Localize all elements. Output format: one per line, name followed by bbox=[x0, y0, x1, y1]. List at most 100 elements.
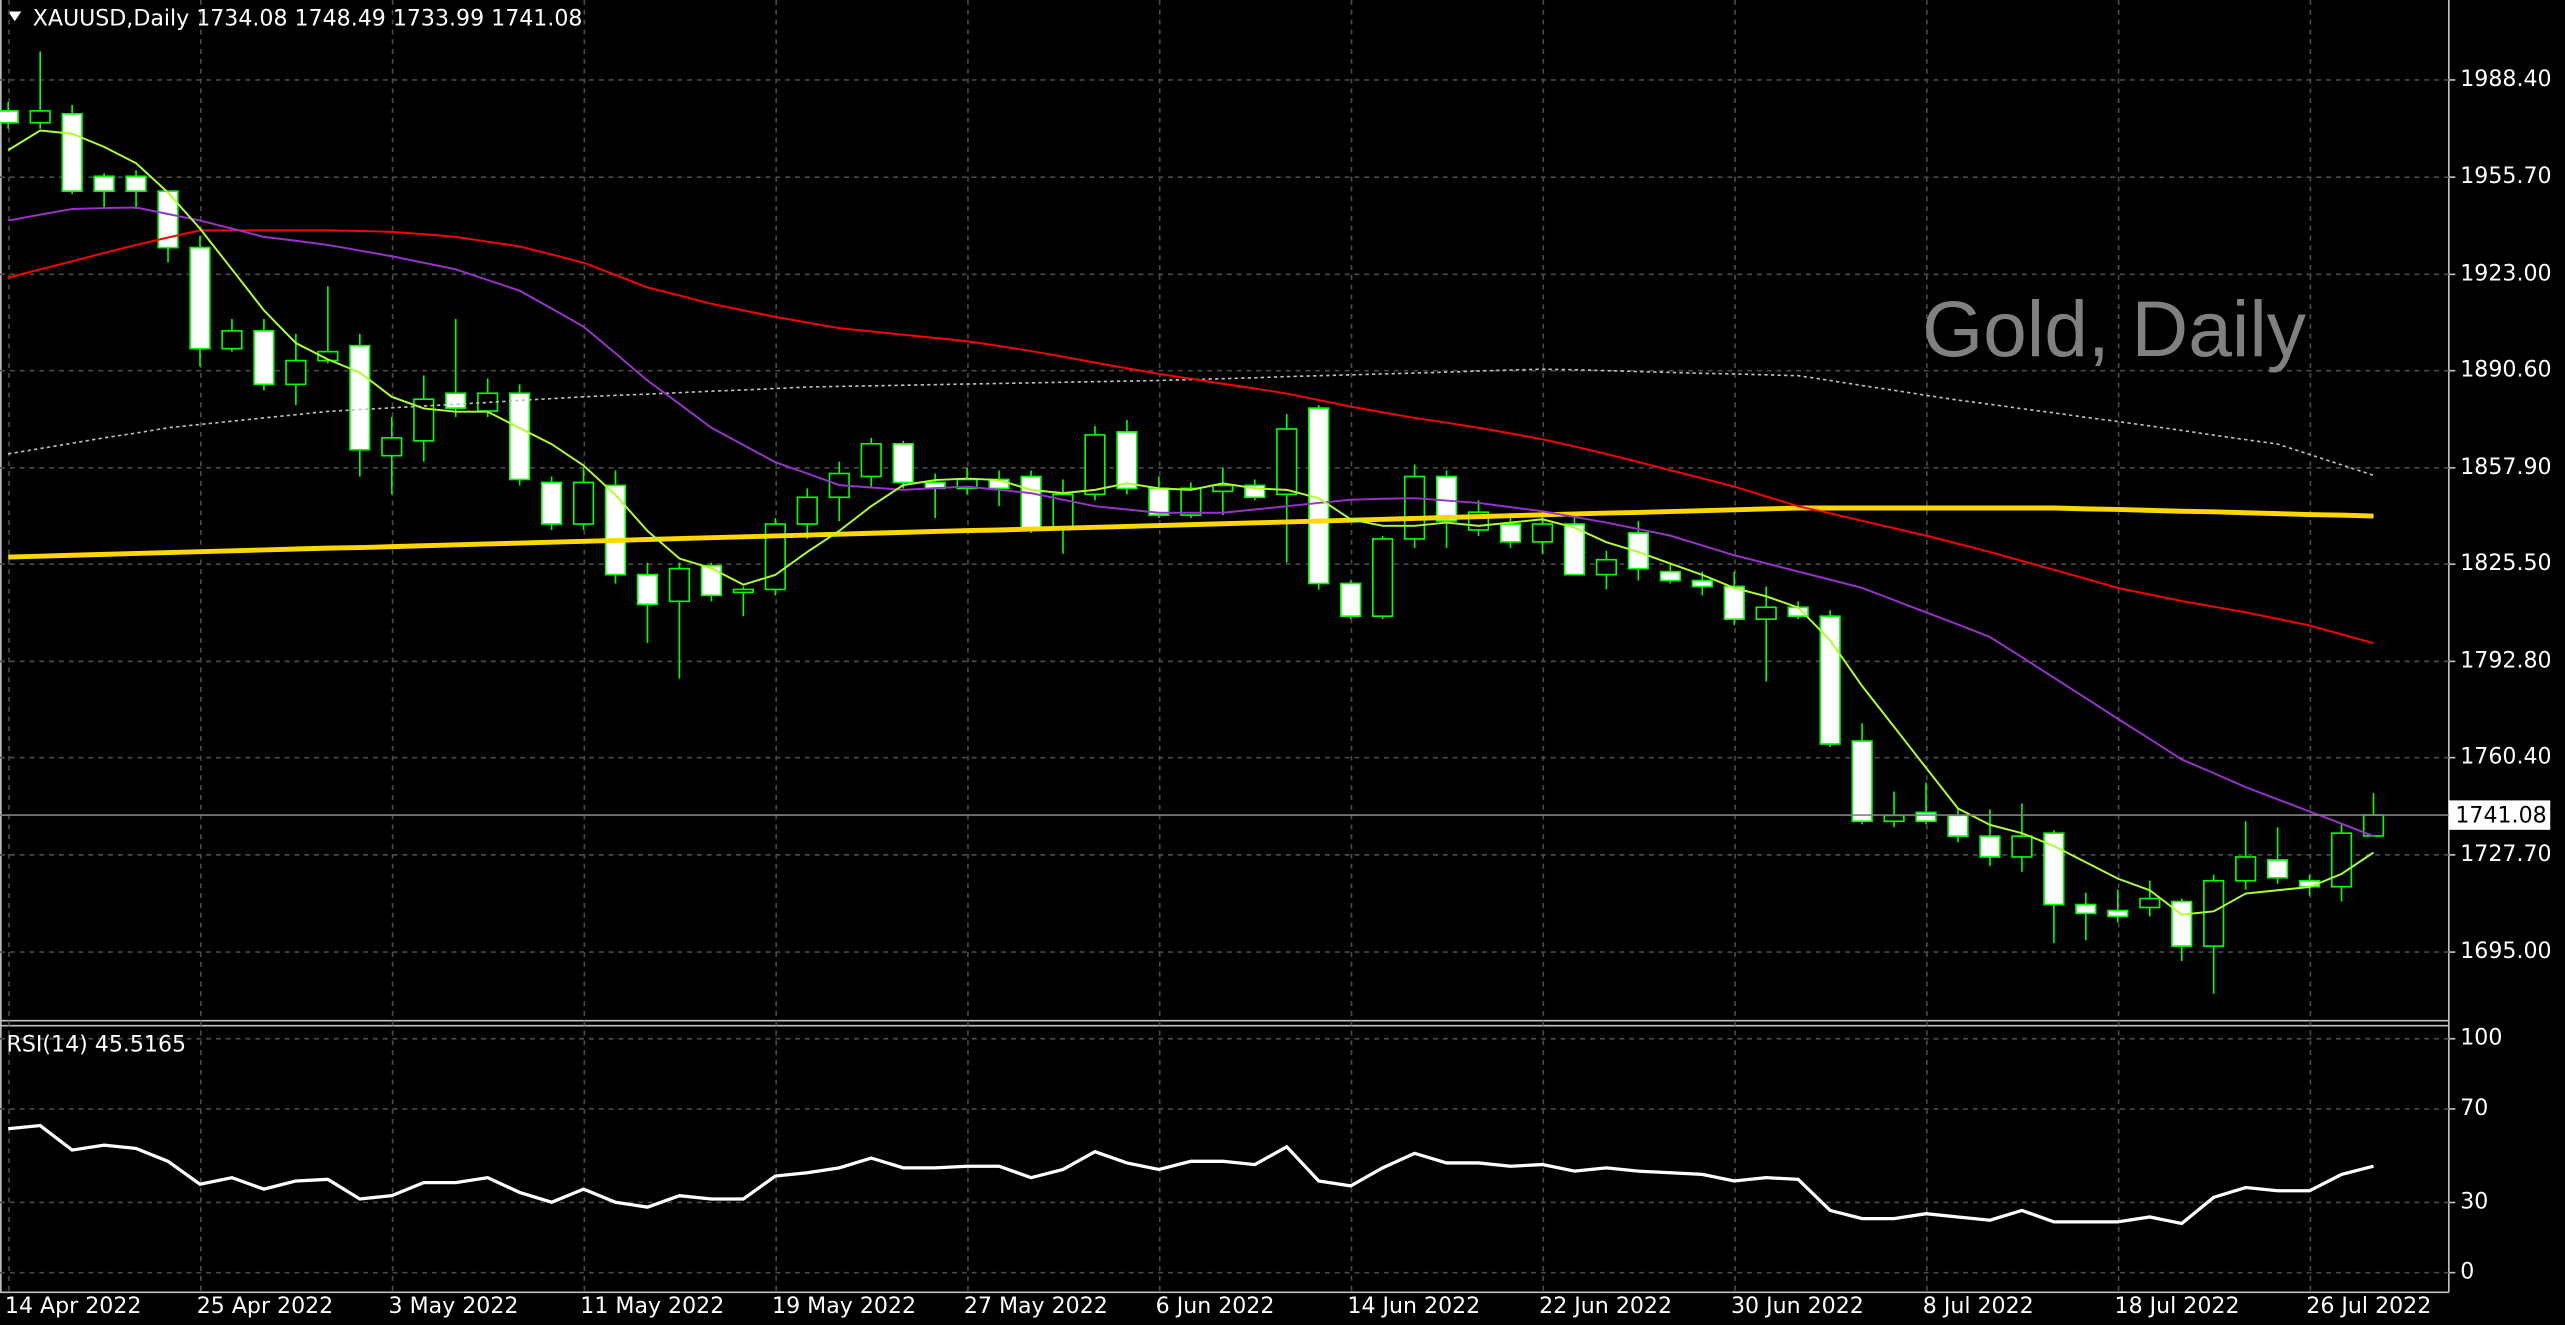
candle-body bbox=[349, 344, 371, 451]
watermark: Gold, Daily bbox=[1922, 285, 2307, 373]
y-tick-label: 1955.70 bbox=[2460, 164, 2551, 189]
moving-average-line bbox=[8, 505, 2374, 560]
rsi-line bbox=[8, 1123, 2374, 1226]
candle-body bbox=[1883, 814, 1905, 823]
moving-average-line bbox=[7, 129, 2375, 916]
candle-body bbox=[1403, 475, 1426, 540]
candle-body bbox=[2075, 903, 2097, 915]
candle-body bbox=[508, 392, 531, 481]
candle-body bbox=[1851, 740, 1873, 823]
candle-body bbox=[668, 567, 691, 603]
candle-body bbox=[1340, 582, 1362, 618]
candle-body bbox=[0, 110, 19, 124]
candle-body bbox=[572, 481, 595, 525]
x-tick-label: 19 May 2022 bbox=[772, 1294, 916, 1319]
x-tick-label: 14 Apr 2022 bbox=[5, 1294, 142, 1319]
candle-body bbox=[1180, 487, 1202, 516]
candle-body bbox=[1595, 558, 1618, 576]
candle-body bbox=[93, 175, 115, 192]
y-tick-label: 1890.60 bbox=[2460, 358, 2551, 383]
candle-body bbox=[1435, 475, 1458, 522]
candle-body bbox=[1979, 835, 2001, 858]
moving-average-line bbox=[7, 229, 2374, 645]
candle-body bbox=[1627, 532, 1649, 570]
x-tick-label: 22 Jun 2022 bbox=[1539, 1294, 1672, 1319]
candle-body bbox=[285, 359, 307, 386]
candle-body bbox=[381, 437, 403, 457]
candle-body bbox=[636, 573, 659, 606]
menu-triangle[interactable] bbox=[8, 11, 22, 22]
x-tick-label: 18 Jul 2022 bbox=[2115, 1294, 2240, 1319]
current-price-tag bbox=[2448, 800, 2551, 830]
x-tick-label: 27 May 2022 bbox=[964, 1294, 1108, 1319]
candle-body bbox=[61, 113, 83, 192]
candle-body bbox=[1116, 431, 1138, 490]
x-tick-label: 14 Jun 2022 bbox=[1347, 1294, 1480, 1319]
candle-body bbox=[1563, 523, 1586, 576]
candle-body bbox=[1723, 585, 1745, 620]
candle-body bbox=[1372, 538, 1394, 618]
x-tick-label: 3 May 2022 bbox=[389, 1294, 519, 1319]
candle-body bbox=[157, 190, 179, 249]
y-tick-label: 1760.40 bbox=[2460, 745, 2551, 770]
candle-body bbox=[796, 496, 818, 525]
candle-body bbox=[189, 246, 211, 350]
candle-body bbox=[2011, 835, 2033, 858]
candle-body bbox=[1659, 570, 1681, 582]
y-tick-label: 70 bbox=[2460, 1096, 2488, 1121]
moving-average-line bbox=[8, 206, 2374, 838]
candle-body bbox=[221, 330, 243, 350]
panel-title: RSI(14) 45.5165 bbox=[7, 1032, 187, 1057]
x-tick-label: 6 Jun 2022 bbox=[1156, 1294, 1275, 1319]
y-tick-label: 1727.70 bbox=[2460, 842, 2551, 867]
y-tick-label: 1923.00 bbox=[2460, 261, 2551, 286]
candle-body bbox=[477, 392, 499, 412]
x-tick-label: 26 Jul 2022 bbox=[2306, 1294, 2431, 1319]
candle-body bbox=[1755, 606, 1777, 620]
current-price-label: 1741.08 bbox=[2455, 804, 2546, 829]
x-tick-label: 30 Jun 2022 bbox=[1731, 1294, 1864, 1319]
y-tick-label: 1857.90 bbox=[2460, 455, 2551, 480]
candle-body bbox=[1947, 814, 1969, 837]
x-tick-label: 11 May 2022 bbox=[580, 1294, 724, 1319]
y-tick-label: 1825.50 bbox=[2460, 551, 2551, 576]
x-tick-label: 25 Apr 2022 bbox=[197, 1294, 334, 1319]
candle-body bbox=[2330, 832, 2353, 888]
candle-body bbox=[29, 110, 51, 124]
candle-body bbox=[317, 350, 339, 362]
y-tick-label: 0 bbox=[2460, 1260, 2474, 1285]
candle-body bbox=[1276, 428, 1298, 496]
candle-body bbox=[2171, 900, 2193, 947]
y-tick-label: 30 bbox=[2460, 1189, 2488, 1214]
candle-body bbox=[2266, 859, 2289, 879]
candle-body bbox=[1499, 523, 1522, 543]
candle-body bbox=[700, 564, 723, 597]
candle-body bbox=[1020, 475, 1042, 531]
candle-body bbox=[2139, 897, 2161, 909]
y-tick-label: 1695.00 bbox=[2460, 939, 2551, 964]
candle-body bbox=[1084, 434, 1106, 496]
y-tick-label: 1792.80 bbox=[2460, 648, 2551, 673]
candle-body bbox=[892, 442, 914, 484]
candle-body bbox=[2235, 856, 2257, 882]
candle-body bbox=[1819, 615, 1841, 745]
candle-body bbox=[860, 442, 882, 478]
candle-body bbox=[2043, 832, 2065, 906]
candle-body bbox=[125, 175, 147, 192]
candle-body bbox=[764, 523, 786, 591]
y-tick-label: 1988.40 bbox=[2460, 67, 2551, 92]
candle-body bbox=[1531, 523, 1554, 543]
x-tick-label: 8 Jul 2022 bbox=[1923, 1294, 2034, 1319]
candle-body bbox=[540, 481, 563, 525]
panel-title: XAUUSD,Daily 1734.08 1748.49 1733.99 174… bbox=[33, 7, 583, 32]
candle-body bbox=[604, 484, 627, 576]
candle-body bbox=[1915, 811, 1937, 823]
y-tick-label: 100 bbox=[2460, 1026, 2502, 1051]
candle-body bbox=[2107, 909, 2129, 918]
candle-body bbox=[1691, 579, 1713, 588]
candle-body bbox=[732, 588, 755, 594]
candle-body bbox=[2203, 879, 2225, 947]
